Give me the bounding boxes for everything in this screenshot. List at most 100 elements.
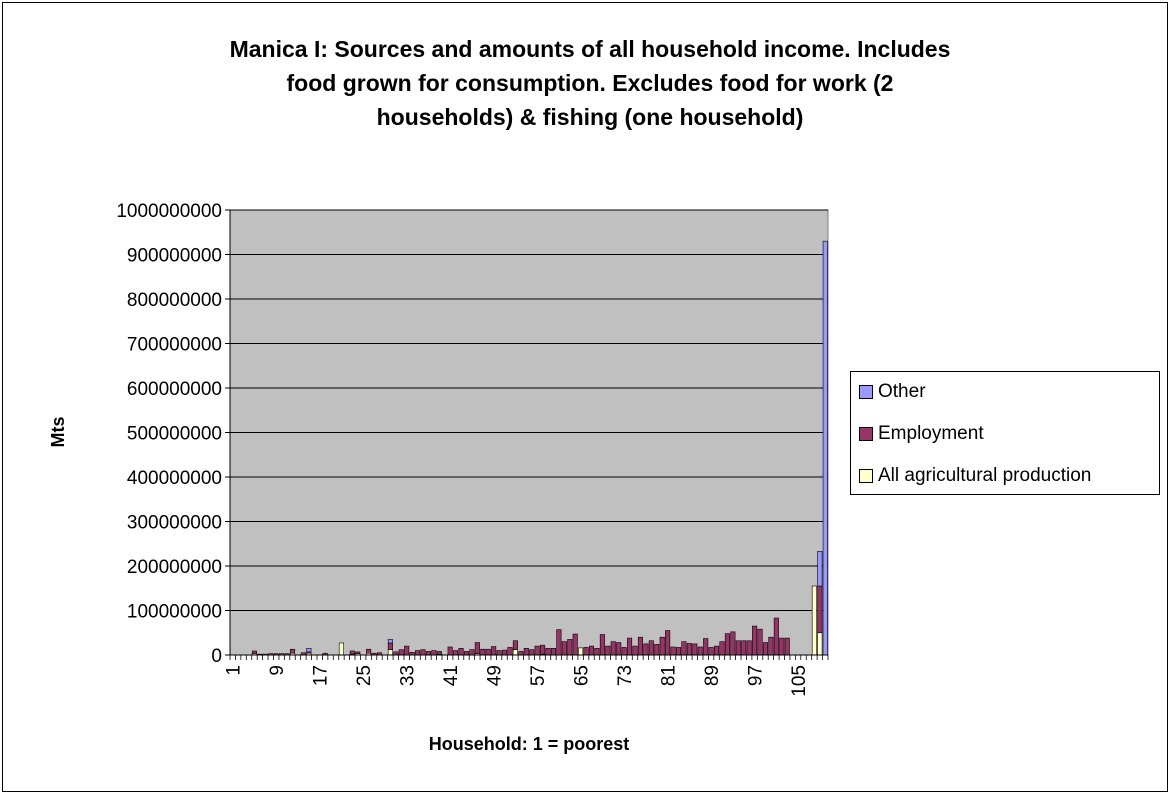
bar-segment xyxy=(512,649,518,656)
y-tick-label: 100000000 xyxy=(127,602,222,623)
bar-segment xyxy=(567,639,573,656)
x-tick-label: 65 xyxy=(572,665,593,686)
bar-segment xyxy=(431,650,437,656)
legend-swatch-agricultural xyxy=(859,469,873,483)
y-tick-label: 200000000 xyxy=(127,557,222,578)
bar-segment xyxy=(681,641,687,656)
bar-segment xyxy=(605,645,611,656)
bar-segment xyxy=(610,641,616,656)
x-tick-label: 33 xyxy=(398,665,419,686)
bar-segment xyxy=(491,646,497,656)
bar-segment xyxy=(415,650,421,656)
bar-segment xyxy=(594,648,600,656)
x-tick-label: 97 xyxy=(746,665,767,686)
bar-segment xyxy=(708,647,714,656)
bar-segment xyxy=(480,648,486,656)
bar-segment xyxy=(289,648,296,654)
bar-segment xyxy=(387,642,393,650)
bar-segment xyxy=(556,629,562,656)
legend-swatch-other xyxy=(859,385,873,399)
bar-segment xyxy=(578,647,584,656)
bar-segment xyxy=(643,643,649,656)
bar-segment xyxy=(420,649,426,656)
bar-segment xyxy=(768,636,774,656)
x-tick-label: 41 xyxy=(441,665,462,686)
bar-segment xyxy=(338,642,344,656)
bar-segment xyxy=(670,646,676,656)
bar-segment xyxy=(714,645,720,656)
bar-segment xyxy=(523,648,529,656)
bar-segment xyxy=(425,651,431,656)
bar-segment xyxy=(784,637,790,656)
bar-segment xyxy=(654,644,660,656)
bar-segment xyxy=(529,649,535,656)
x-tick-label: 25 xyxy=(354,665,375,686)
bar-segment xyxy=(561,641,567,656)
legend-label-agricultural: All agricultural production xyxy=(878,465,1092,486)
bar-segment xyxy=(518,651,524,656)
bar-segment xyxy=(811,585,817,656)
bar-segment xyxy=(627,637,633,656)
bar-segment xyxy=(485,648,491,656)
y-tick-label: 700000000 xyxy=(127,335,222,356)
bar-segment xyxy=(779,637,785,656)
x-tick-label: 1 xyxy=(224,665,245,676)
chart-title-line-2: food grown for consumption. Excludes foo… xyxy=(286,70,894,96)
y-tick-label: 800000000 xyxy=(127,290,222,311)
x-tick-label: 81 xyxy=(659,665,680,686)
legend-swatch-employment xyxy=(859,427,873,441)
x-tick-label: 49 xyxy=(485,665,506,686)
bar-segment xyxy=(550,648,556,656)
x-tick-label: 89 xyxy=(702,665,723,686)
bar-segment xyxy=(387,649,393,656)
bar-segment xyxy=(306,648,312,653)
bar-segment xyxy=(752,625,758,656)
bar-segment xyxy=(540,644,546,655)
bar-segment xyxy=(719,641,725,656)
bar-segment xyxy=(436,651,442,655)
bar-segment xyxy=(502,649,508,656)
chart-title: Manica I: Sources and amounts of all hou… xyxy=(130,32,1050,134)
bar-segment xyxy=(686,643,692,656)
bar-segment xyxy=(463,651,470,656)
bar-segment xyxy=(458,648,464,656)
bar-segment xyxy=(746,640,752,656)
y-tick-label: 400000000 xyxy=(127,468,222,489)
bar-segment xyxy=(469,649,475,656)
bar-segment xyxy=(817,632,823,656)
bar-segment xyxy=(616,642,622,656)
bar-segment xyxy=(366,648,372,654)
bar-segment xyxy=(757,628,763,656)
legend-item-agricultural: All agricultural production xyxy=(859,464,1091,488)
bar-segment xyxy=(404,645,410,656)
bar-segment xyxy=(534,645,540,656)
bar-segment xyxy=(545,648,551,656)
x-tick-label: 9 xyxy=(267,665,288,676)
chart-legend: Other Employment All agricultural produc… xyxy=(850,371,1160,495)
bar-segment xyxy=(496,650,502,656)
bar-segment xyxy=(762,642,769,656)
bar-segment xyxy=(648,640,654,656)
y-tick-label: 0 xyxy=(211,646,222,667)
bar-segment xyxy=(665,630,671,656)
bar-segment xyxy=(387,639,393,644)
y-tick-label: 500000000 xyxy=(127,424,222,445)
bar-segment xyxy=(692,643,698,656)
bar-segment xyxy=(572,633,578,656)
bar-segment xyxy=(588,645,595,656)
y-tick-label: 900000000 xyxy=(127,246,222,267)
bar-segment xyxy=(675,647,682,656)
bar-segment xyxy=(474,642,480,654)
bar-segment xyxy=(453,650,459,656)
y-tick-label: 1000000000 xyxy=(116,201,222,222)
bar-segment xyxy=(817,551,823,587)
x-tick-label: 73 xyxy=(615,665,636,686)
chart-title-line-1: Manica I: Sources and amounts of all hou… xyxy=(229,36,951,62)
bar-segment xyxy=(703,638,709,656)
bar-segment xyxy=(349,650,355,655)
legend-label-other: Other xyxy=(878,381,926,402)
bar-segment xyxy=(741,640,747,656)
bar-segment xyxy=(251,650,257,654)
y-tick-label: 600000000 xyxy=(127,379,222,400)
bar-segment xyxy=(697,646,703,656)
